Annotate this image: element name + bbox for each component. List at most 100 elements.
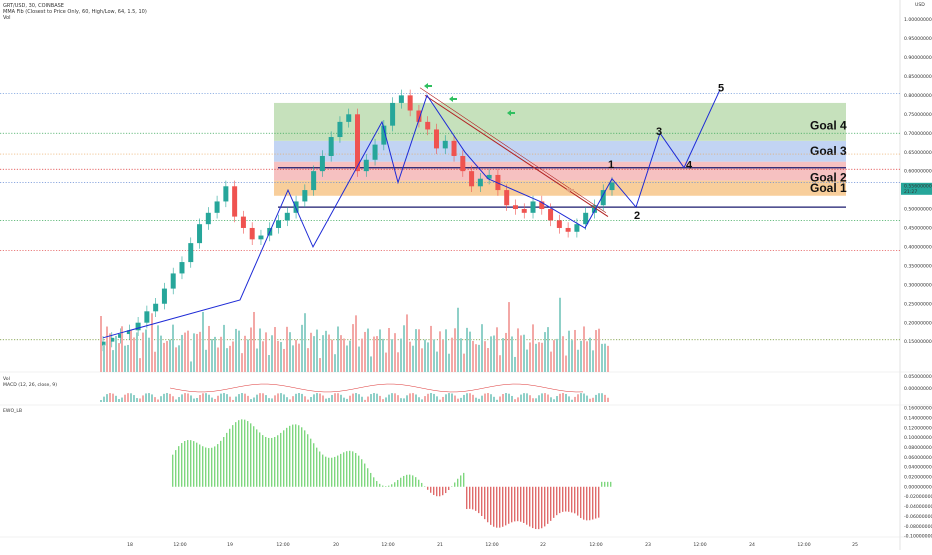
candle-body — [205, 212, 211, 225]
candle-body — [328, 137, 334, 156]
ewo-histogram-bar — [382, 485, 384, 487]
ewo-histogram-bar — [316, 447, 318, 487]
volume-bar — [586, 341, 588, 372]
ewo-histogram-bar — [208, 448, 210, 487]
candle-body — [477, 178, 483, 187]
ewo-histogram-bar — [583, 486, 585, 520]
macd-histogram-bar — [448, 393, 450, 402]
macd-histogram-bar — [211, 397, 213, 402]
volume-bar — [217, 347, 219, 372]
price-tick-label: 0.50000000 — [904, 207, 932, 213]
macd-histogram-bar — [190, 395, 192, 402]
ewo-histogram-bar — [532, 486, 534, 529]
macd-histogram-bar — [226, 394, 228, 402]
macd-histogram-bar — [598, 393, 600, 402]
candle-body — [600, 190, 606, 206]
ewo-histogram-bar — [373, 477, 375, 487]
ewo-histogram-bar — [526, 486, 528, 525]
volume-bar — [256, 348, 258, 372]
volume-bar — [472, 340, 474, 372]
macd-histogram-bar — [115, 395, 117, 402]
volume-bar — [244, 335, 246, 372]
macd-histogram-bar — [496, 399, 498, 402]
volume-bar — [361, 338, 363, 372]
ewo-histogram-bar — [577, 486, 579, 516]
signal-arrow-icon — [449, 96, 457, 102]
macd-histogram-bar — [253, 397, 255, 402]
macd-histogram-bar — [427, 393, 429, 402]
ewo-histogram-bar — [337, 455, 339, 487]
volume-bar — [499, 355, 501, 372]
ewo-histogram-bar — [604, 481, 606, 487]
elliott-wave-path — [102, 89, 721, 339]
candle-body — [372, 144, 378, 160]
macd-histogram-bar — [118, 399, 120, 402]
macd-histogram-bar — [457, 398, 459, 402]
macd-histogram-bar — [364, 399, 366, 402]
ewo-histogram-bar — [271, 437, 273, 487]
time-tick-label: 12:00 — [797, 542, 810, 548]
macd-histogram-bar — [481, 395, 483, 402]
volume-bar — [220, 336, 222, 372]
time-tick-label: 20 — [333, 542, 339, 548]
volume-bar — [175, 347, 177, 372]
volume-bar — [115, 335, 117, 372]
macd-histogram-bar — [400, 398, 402, 402]
candle-body — [583, 212, 589, 225]
candle-body — [398, 95, 404, 103]
ewo-histogram-bar — [559, 486, 561, 514]
macd-histogram-bar — [289, 399, 291, 402]
macd-histogram-bar — [196, 397, 198, 402]
volume-bar — [391, 339, 393, 372]
macd-histogram-bar — [394, 393, 396, 402]
macd-histogram-bar — [550, 397, 552, 402]
macd-histogram-bar — [313, 394, 315, 402]
ewo-histogram-bar — [439, 486, 441, 497]
ewo-histogram-bar — [574, 486, 576, 514]
ewo-histogram-bar — [469, 486, 471, 509]
ewo-tick-label: 0.08000000 — [904, 445, 932, 451]
volume-bar — [385, 352, 387, 372]
ewo-histogram-bar — [490, 486, 492, 525]
volume-bar — [307, 348, 309, 372]
ewo-histogram-bar — [520, 486, 522, 522]
volume-bar — [577, 349, 579, 372]
macd-histogram-bar — [205, 393, 207, 402]
time-tick-label: 12:00 — [381, 542, 394, 548]
volume-bar — [139, 358, 141, 372]
vol-label: Vol — [3, 15, 11, 21]
macd-histogram-bar — [367, 396, 369, 402]
candle-body — [126, 330, 132, 335]
volume-bar — [151, 313, 153, 372]
ewo-tick-label: 0.16000000 — [904, 406, 932, 412]
ewo-histogram-bar — [199, 444, 201, 487]
price-tick-label: 0.15000000 — [904, 339, 932, 345]
macd-histogram-bar — [520, 394, 522, 402]
volume-bar — [583, 326, 585, 372]
ewo-histogram-bar — [232, 425, 234, 487]
time-tick-label: 12:00 — [693, 542, 706, 548]
volume-bar — [376, 336, 378, 372]
volume-bar — [328, 334, 330, 372]
volume-bar — [442, 339, 444, 372]
ewo-histogram-bar — [280, 432, 282, 487]
volume-bar — [445, 329, 447, 372]
volume-bar — [298, 343, 300, 372]
signal-arrow-icon — [566, 187, 574, 193]
time-tick-label: 18 — [127, 542, 133, 548]
ewo-histogram-bar — [508, 486, 510, 524]
ewo-histogram-bar — [370, 472, 372, 487]
volume-bar — [469, 331, 471, 372]
price-tick-label: 0.35000000 — [904, 263, 932, 269]
volume-bar — [451, 337, 453, 372]
volume-bar — [547, 327, 549, 372]
candle-body — [188, 243, 194, 263]
macd-histogram-bar — [505, 393, 507, 402]
ewo-histogram-bar — [196, 442, 198, 487]
volume-bar — [202, 311, 204, 372]
ewo-histogram-bar — [379, 483, 381, 487]
ewo-histogram-bar — [352, 451, 354, 487]
volume-bar — [211, 339, 213, 372]
